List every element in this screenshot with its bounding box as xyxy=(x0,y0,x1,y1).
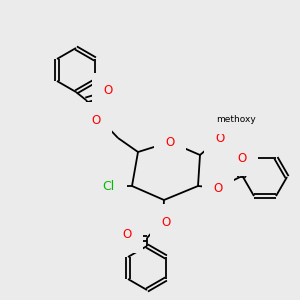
Text: O: O xyxy=(161,215,171,229)
Text: O: O xyxy=(237,152,247,164)
Text: O: O xyxy=(215,131,225,145)
Text: O: O xyxy=(213,182,223,194)
Text: Cl: Cl xyxy=(102,179,114,193)
Text: O: O xyxy=(122,229,132,242)
Text: O: O xyxy=(165,136,175,148)
Text: methoxy: methoxy xyxy=(216,116,256,124)
Text: O: O xyxy=(103,85,112,98)
Text: O: O xyxy=(92,113,100,127)
